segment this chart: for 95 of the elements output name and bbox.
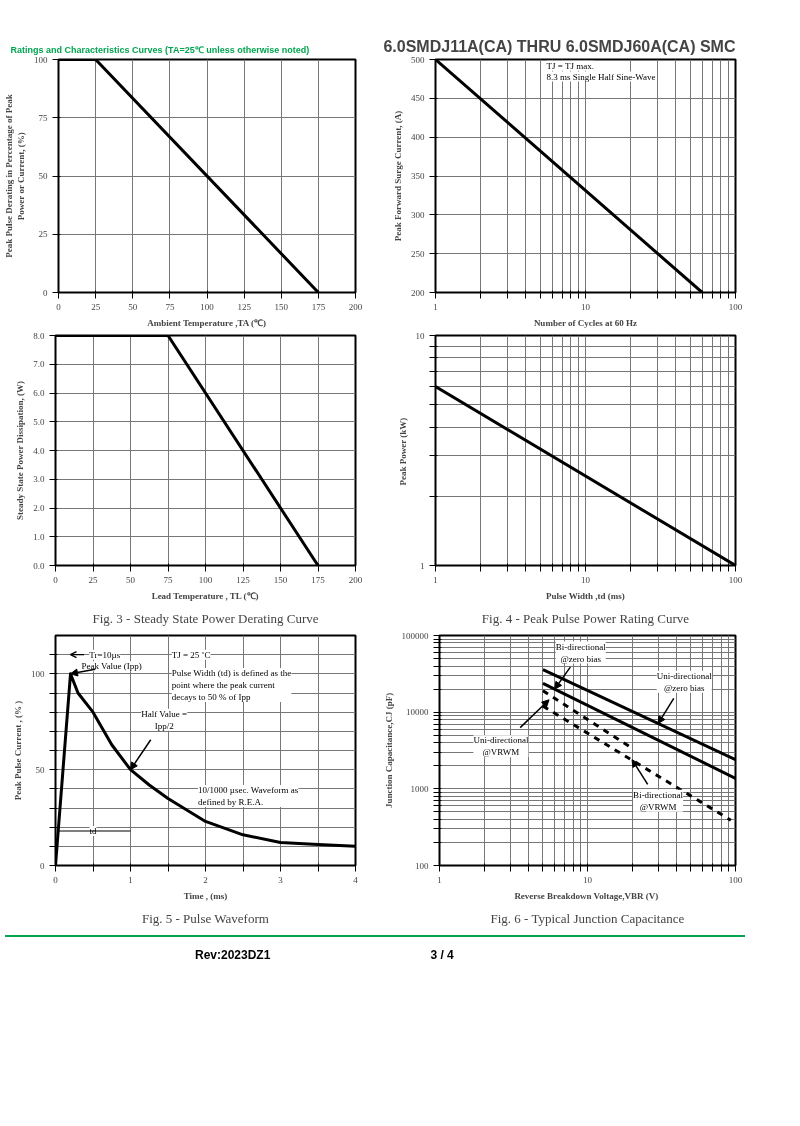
x-tick-label: 1: [128, 874, 133, 885]
y-axis-title: Peak Forward Surge Current, (A): [393, 110, 403, 242]
y-tick-label: 250: [411, 248, 425, 259]
text: Fig. 4 - Peak Pulse Power Rating Curve: [481, 610, 690, 626]
y-tick-label: 6.0: [33, 388, 45, 398]
y-tick-label: 100: [415, 860, 429, 871]
x-tick-label: 0: [53, 574, 59, 585]
x-tick-label: 0: [56, 301, 62, 312]
y-axis-title: Peak Power (kW): [397, 417, 408, 486]
y-tick-label: 50: [35, 764, 45, 775]
x-tick-label: 0: [53, 874, 59, 885]
annotation: Bi-directional @zero bias: [555, 641, 607, 664]
y-tick-label: 25: [38, 229, 48, 240]
x-tick-label: 3: [278, 874, 284, 885]
x-tick-label: 1: [433, 301, 438, 312]
text: Rev:2023DZ1: [195, 948, 271, 962]
y-tick-label: 200: [411, 287, 425, 298]
x-axis-title: Time , (ms): [183, 890, 228, 901]
x-tick-label: 150: [273, 574, 288, 585]
x-tick-label: 125: [236, 574, 251, 585]
y-tick-label: 450: [411, 93, 425, 104]
x-tick-label: 150: [274, 301, 289, 312]
x-tick-label: 10: [581, 574, 591, 585]
y-tick-label: 10: [415, 330, 425, 341]
x-tick-label: 75: [165, 301, 175, 312]
y-tick-label: 100: [31, 668, 45, 679]
x-tick-label: 10: [583, 874, 593, 885]
text: Fig. 5 - Pulse Waveform: [141, 910, 269, 926]
y-tick-label: 8.0: [33, 330, 45, 341]
text: Fig. 6 - Typical Junction Capacitance: [490, 910, 685, 926]
annotation: Uni-directional @zero bias: [656, 670, 713, 693]
y-tick-label: 100: [34, 54, 48, 65]
x-tick-label: 100: [198, 574, 213, 585]
y-tick-label: 0: [40, 860, 45, 871]
y-tick-label: 0: [43, 287, 48, 298]
y-tick-label: 2.0: [33, 503, 45, 513]
annotation: Uni-directional @VRWM: [473, 735, 529, 758]
chart-title: 6.0SMDJ11A(CA) THRU 6.0SMDJ60A(CA) SMC: [383, 37, 736, 55]
x-axis-title: Ambient Temperature ,TA (℃): [147, 317, 267, 328]
y-axis-title: Steady State Power Dissipation, (W): [15, 381, 26, 521]
annotation: Peak Value (Ipp): [81, 661, 142, 672]
annotation: Bi-directional @VRWM: [633, 789, 684, 812]
x-axis-title: Pulse Width ,td (ms): [546, 590, 625, 601]
x-tick-label: 175: [311, 574, 326, 585]
y-tick-label: 1000: [410, 783, 429, 794]
x-axis-title: Number of Cycles at 60 Hz: [533, 317, 637, 328]
chart-subtitle: Ratings and Characteristics Curves (TA=25℃ unless otherwise noted): [10, 44, 310, 55]
y-tick-label: 300: [411, 209, 425, 220]
y-tick-label: 500: [411, 54, 425, 65]
x-tick-label: 25: [88, 574, 98, 585]
x-tick-label: 1: [437, 874, 442, 885]
y-tick-label: 75: [38, 112, 48, 123]
y-tick-label: 4.0: [33, 445, 45, 456]
x-tick-label: 4: [353, 874, 359, 885]
x-tick-label: 75: [163, 574, 173, 585]
annotation: TJ = TJ max.: [546, 60, 594, 71]
x-tick-label: 100: [728, 874, 743, 885]
x-axis-title: Lead Temperature , TL (℃): [151, 590, 259, 601]
y-tick-label: 350: [411, 171, 425, 181]
y-axis-title: Peak Pulse Derating in Percentage of Peak Power or Current, (%): [4, 94, 26, 258]
annotation: Half Value = Ipp/2: [141, 708, 188, 731]
y-tick-label: 3.0: [33, 474, 45, 485]
annotation: 10/1000 µsec. Waveform as defined by R.E.A.: [198, 785, 299, 807]
y-tick-label: 10000: [406, 707, 429, 718]
x-tick-label: 125: [237, 301, 252, 312]
y-tick-label: 5.0: [33, 416, 45, 427]
text: 3 / 4: [430, 948, 454, 962]
x-tick-label: 100: [200, 301, 215, 312]
annotation: Pulse Width (td) is defined as the point where the peak current decays to 50 % of Ipp: [171, 668, 292, 703]
x-tick-label: 100: [728, 574, 743, 585]
x-tick-label: 10: [581, 301, 591, 312]
x-tick-label: 25: [91, 301, 101, 312]
annotation: td: [89, 826, 97, 836]
x-tick-label: 50: [126, 574, 136, 585]
annotation: 8.3 ms Single Half Sine-Wave: [546, 71, 656, 82]
x-tick-label: 2: [203, 874, 208, 885]
x-tick-label: 50: [128, 301, 138, 312]
y-tick-label: 1.0: [33, 531, 45, 542]
y-axis-title: Peak Pulse Current , (% ): [13, 700, 23, 801]
y-axis-title: Junction Capacitance,CJ (pF): [383, 692, 394, 809]
y-tick-label: 0.0: [33, 560, 45, 571]
x-tick-label: 1: [433, 574, 438, 585]
y-tick-label: 100000: [401, 630, 429, 641]
x-axis-title: Reverse Breakdown Voltage,VBR (V): [514, 890, 659, 901]
x-tick-label: 200: [348, 301, 363, 312]
x-tick-label: 100: [728, 301, 743, 312]
y-tick-label: 400: [411, 132, 425, 143]
y-tick-label: 1: [420, 560, 425, 571]
y-tick-label: 50: [38, 171, 48, 181]
x-tick-label: 175: [311, 301, 326, 312]
annotation: Tr=10µs: [89, 649, 121, 660]
y-tick-label: 7.0: [33, 359, 45, 370]
x-tick-label: 200: [348, 574, 363, 585]
annotation: TJ = 25 ˚C: [171, 649, 211, 660]
text: Fig. 3 - Steady State Power Derating Curve: [92, 610, 319, 626]
